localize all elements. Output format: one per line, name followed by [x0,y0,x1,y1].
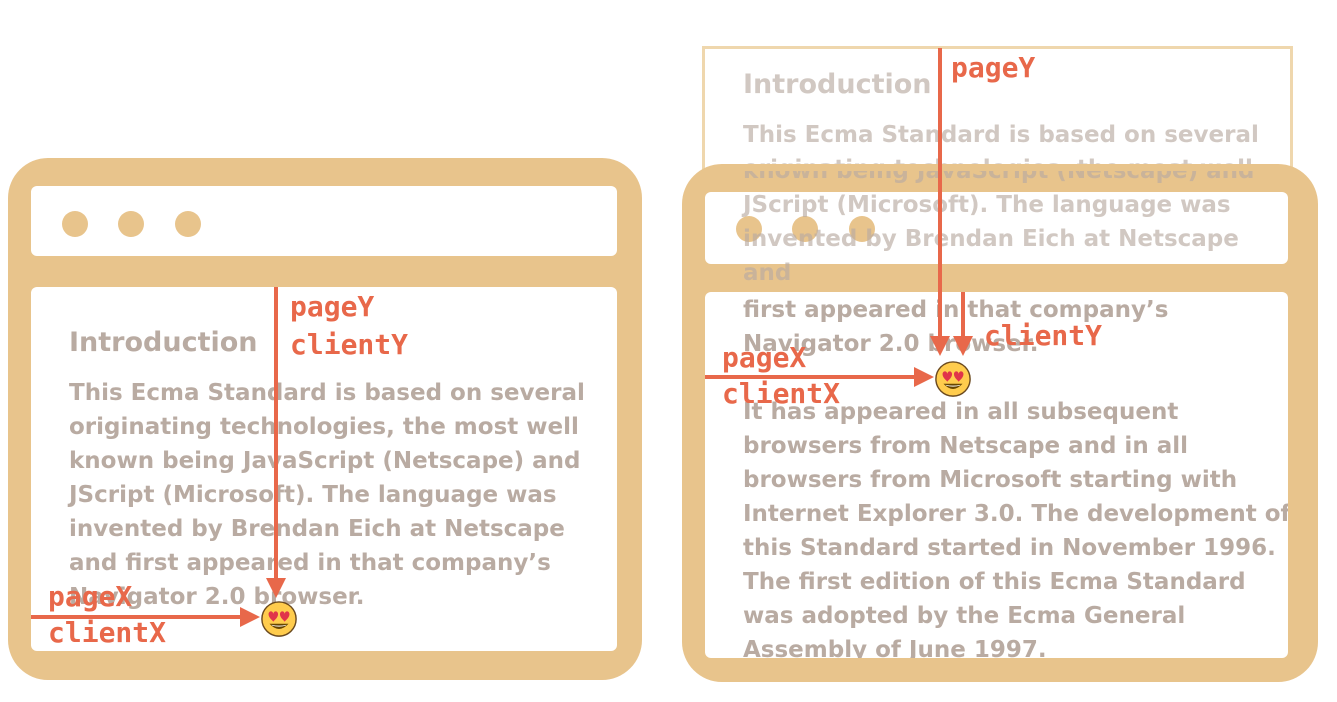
window-dot-icon [62,211,88,237]
left-browser-titlebar [31,186,617,256]
document-body-more: The first edition of this Ecma Standard … [743,569,1246,658]
left-pageX-label: pageX [48,580,133,613]
document-heading: Introduction [69,327,258,358]
right-browser-titlebar [705,192,1288,264]
heart-eyes-emoji-icon [261,601,297,637]
right-document: first appeared in that company’s Navigat… [743,293,1288,658]
left-browser-viewport: Introduction This Ecma Standard is based… [31,287,617,651]
right-pageX-label: pageX [722,341,807,374]
right-clientX-label: clientX [722,377,841,410]
heart-eyes-emoji-icon [935,361,971,397]
document-body-visible: first appeared in that company’s Navigat… [743,297,1169,357]
document-heading: Introduction [743,69,932,100]
document-body: This Ecma Standard is based on several o… [69,380,585,610]
left-clientX-label: clientX [48,616,167,649]
right-clientY-label: clientY [984,319,1103,352]
left-clientY-label: clientY [290,328,409,361]
window-dot-icon [849,216,875,242]
document-body-rest: It has appeared in all subsequent browse… [743,399,1288,561]
right-pageY-label: pageY [951,51,1036,84]
window-dot-icon [118,211,144,237]
window-dot-icon [736,216,762,242]
right-browser-viewport: first appeared in that company’s Navigat… [705,292,1288,658]
window-dot-icon [175,211,201,237]
window-dot-icon [792,216,818,242]
left-document: Introduction This Ecma Standard is based… [69,327,617,614]
left-pageY-label: pageY [290,290,375,323]
